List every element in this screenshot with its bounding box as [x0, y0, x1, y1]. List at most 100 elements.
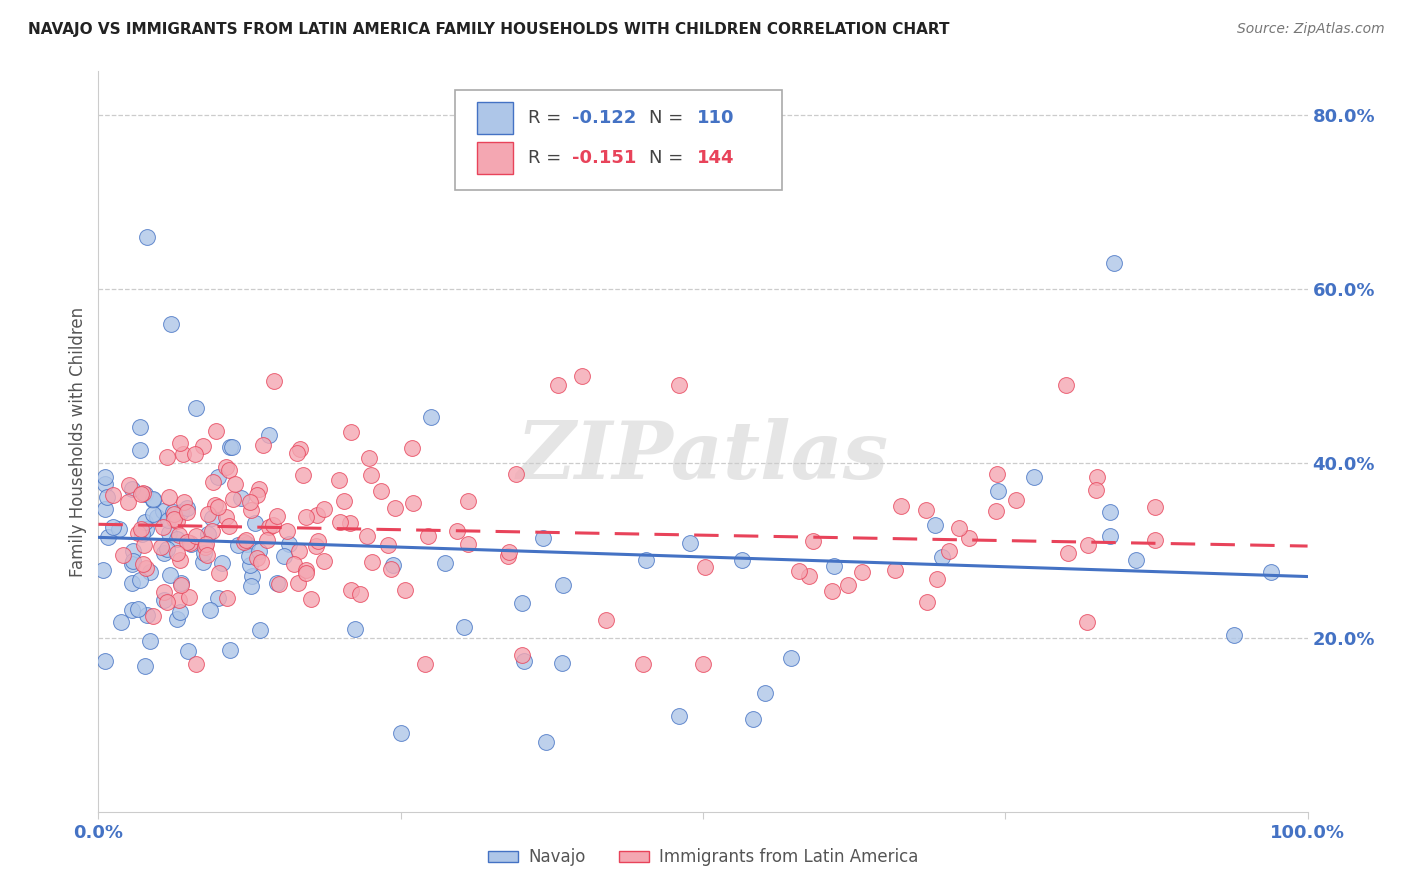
- Point: [93, 563, 115, 577]
- Point: [153, 585, 176, 599]
- Point: [496, 549, 519, 563]
- Point: [328, 473, 350, 487]
- Point: [339, 516, 361, 530]
- Text: R =: R =: [527, 109, 567, 127]
- Point: [195, 536, 218, 550]
- Point: [201, 475, 224, 490]
- Point: [513, 654, 536, 668]
- Point: [142, 492, 165, 507]
- Point: [266, 576, 288, 591]
- Point: [595, 613, 617, 627]
- Point: [382, 558, 405, 573]
- Point: [890, 499, 912, 513]
- Point: [135, 521, 157, 535]
- Point: [299, 592, 322, 607]
- Point: [314, 502, 336, 516]
- Point: [420, 409, 443, 424]
- Point: [218, 463, 240, 477]
- Point: [96, 490, 118, 504]
- Text: -0.122: -0.122: [572, 109, 637, 127]
- Point: [340, 425, 363, 439]
- Point: [380, 562, 402, 576]
- Point: [360, 467, 382, 482]
- Point: [534, 735, 557, 749]
- Point: [94, 476, 117, 491]
- Point: [139, 633, 162, 648]
- Point: [162, 508, 184, 522]
- Point: [413, 657, 436, 671]
- Point: [551, 656, 574, 670]
- Point: [179, 536, 201, 550]
- Point: [276, 524, 298, 539]
- Point: [201, 511, 224, 525]
- Point: [243, 516, 266, 531]
- Point: [267, 577, 290, 591]
- Point: [915, 503, 938, 517]
- Point: [307, 508, 329, 523]
- Point: [170, 578, 193, 592]
- Point: [679, 536, 702, 550]
- Point: [159, 568, 181, 582]
- Point: [741, 712, 763, 726]
- Point: [238, 549, 260, 563]
- Point: [135, 560, 157, 574]
- Text: 144: 144: [697, 149, 734, 167]
- Point: [221, 440, 243, 454]
- Point: [510, 648, 533, 662]
- Point: [510, 596, 533, 610]
- Point: [288, 442, 311, 456]
- Point: [668, 709, 690, 723]
- Point: [1054, 378, 1077, 392]
- Point: [305, 539, 328, 553]
- Point: [219, 642, 242, 657]
- Point: [180, 537, 202, 551]
- Point: [236, 537, 259, 551]
- Point: [127, 602, 149, 616]
- Point: [173, 495, 195, 509]
- Legend: Navajo, Immigrants from Latin America: Navajo, Immigrants from Latin America: [479, 840, 927, 875]
- Point: [142, 493, 165, 508]
- Point: [122, 544, 145, 558]
- Point: [295, 564, 318, 578]
- Point: [166, 533, 188, 547]
- Point: [356, 529, 378, 543]
- Point: [266, 508, 288, 523]
- Point: [498, 545, 520, 559]
- Point: [247, 544, 270, 558]
- Point: [731, 553, 754, 567]
- Point: [257, 519, 280, 533]
- Point: [636, 553, 658, 567]
- Point: [787, 564, 810, 578]
- Point: [851, 565, 873, 579]
- Text: 110: 110: [697, 109, 734, 127]
- Point: [553, 577, 575, 591]
- Point: [121, 576, 143, 591]
- Point: [94, 655, 117, 669]
- Point: [132, 486, 155, 500]
- Point: [205, 424, 228, 438]
- Point: [1125, 553, 1147, 567]
- Point: [197, 527, 219, 541]
- Point: [176, 501, 198, 516]
- Point: [157, 525, 180, 540]
- Point: [152, 504, 174, 518]
- Point: [927, 572, 949, 586]
- Point: [121, 602, 143, 616]
- Point: [134, 487, 156, 501]
- Point: [131, 527, 153, 541]
- Point: [987, 484, 1010, 499]
- Point: [211, 557, 233, 571]
- Point: [176, 505, 198, 519]
- Point: [157, 491, 180, 505]
- Point: [692, 657, 714, 671]
- Point: [208, 566, 231, 581]
- Point: [401, 496, 423, 510]
- Point: [389, 726, 412, 740]
- Point: [754, 686, 776, 700]
- Point: [136, 607, 159, 622]
- Point: [167, 528, 190, 542]
- Point: [167, 593, 190, 607]
- Point: [229, 491, 252, 505]
- Point: [193, 546, 215, 560]
- Point: [547, 378, 569, 392]
